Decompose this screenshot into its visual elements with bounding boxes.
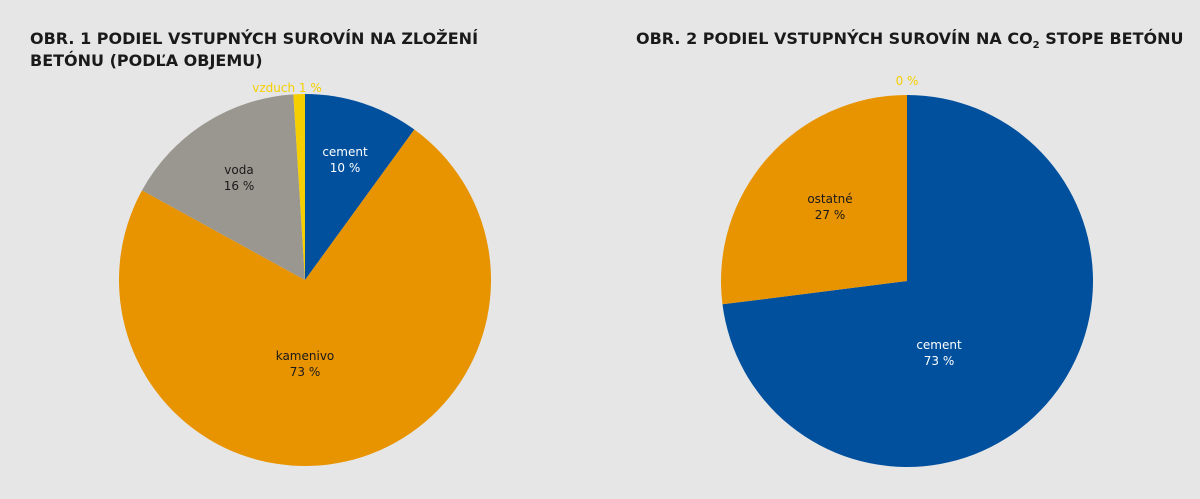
- chart2-title-end: STOPE BETÓNU: [1039, 29, 1184, 48]
- chart1-label-text: vzduch 1 %: [252, 81, 322, 95]
- chart2-title-subscript: 2: [1032, 40, 1040, 51]
- chart1-slice-cement: [305, 94, 415, 280]
- chart1-label-value: 73 %: [290, 365, 321, 379]
- chart2-label-zero: 0 %: [896, 74, 919, 88]
- chart2-slice-cement: [722, 95, 1093, 467]
- chart2-label-cement: cement 73 %: [916, 338, 962, 368]
- chart1-title: OBR. 1 PODIEL VSTUPNÝCH SUROVÍN NA ZLOŽE…: [30, 28, 500, 72]
- chart2-label-ostatné: ostatné 27 %: [807, 192, 852, 222]
- chart2-label-name: cement: [916, 338, 962, 352]
- chart1-label-name: cement: [322, 145, 368, 159]
- chart2-label-value: 73 %: [924, 354, 955, 368]
- chart2-title: OBR. 2 PODIEL VSTUPNÝCH SUROVÍN NA CO2 S…: [636, 28, 1196, 53]
- chart1-slice-vzduch: [293, 94, 305, 280]
- chart2-label-text: 0 %: [896, 74, 919, 88]
- chart1-label-name: kamenivo: [276, 349, 335, 363]
- chart1-label-cement: cement 10 %: [322, 145, 368, 175]
- chart2-label-name: ostatné: [807, 192, 852, 206]
- chart1-label-value: 16 %: [224, 179, 255, 193]
- chart1-label-voda: voda 16 %: [224, 163, 255, 193]
- chart1-title-line1: OBR. 1 PODIEL VSTUPNÝCH SUROVÍN NA ZLOŽE…: [30, 29, 479, 48]
- chart1-label-value: 10 %: [330, 161, 361, 175]
- chart2-label-value: 27 %: [815, 208, 846, 222]
- chart1-label-kamenivo: kamenivo 73 %: [276, 349, 335, 379]
- chart1-title-line2: BETÓNU (PODĽA OBJEMU): [30, 51, 263, 70]
- chart1-slice-voda: [142, 94, 305, 280]
- chart2-title-main: OBR. 2 PODIEL VSTUPNÝCH SUROVÍN NA CO: [636, 29, 1033, 48]
- chart1-label-name: voda: [224, 163, 253, 177]
- chart1-slice-kamenivo: [119, 129, 492, 467]
- chart2-slice-ostatné: [721, 95, 907, 305]
- chart1-label-vzduch: vzduch 1 %: [252, 81, 322, 95]
